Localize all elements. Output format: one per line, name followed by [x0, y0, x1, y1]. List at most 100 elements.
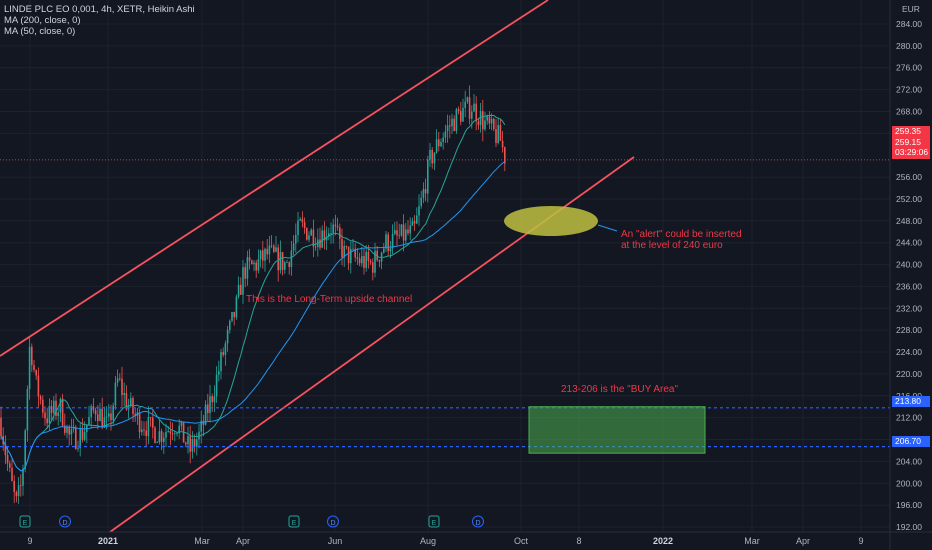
candle: [268, 235, 271, 264]
ma200-line: [0, 161, 506, 472]
candle-body: [130, 398, 132, 406]
candle-body: [460, 111, 462, 122]
candle: [501, 130, 504, 153]
earnings-marker-frame: [288, 515, 300, 528]
candle-body: [61, 398, 64, 426]
candle-body: [365, 251, 367, 268]
candle: [402, 214, 405, 252]
candle-body: [39, 396, 42, 400]
candle: [310, 228, 312, 236]
candle: [42, 395, 44, 418]
price-tick-label: 200.00: [896, 478, 922, 488]
price-tick-label: 240.00: [896, 260, 922, 270]
candle-body: [345, 245, 348, 247]
moving-averages: [0, 114, 506, 472]
candle: [275, 235, 277, 253]
dividend-marker-frame: [472, 515, 484, 528]
candle: [284, 260, 286, 274]
candle: [99, 402, 101, 422]
candle: [143, 421, 145, 436]
symbol-title[interactable]: LINDE PLC EO 0,001, 4h, XETR, Heikin Ash…: [4, 4, 195, 15]
candle: [53, 395, 55, 422]
candle-body: [455, 109, 458, 132]
candle-body: [176, 433, 178, 434]
candle-body: [13, 480, 15, 492]
candle-body: [178, 425, 180, 434]
candle: [114, 375, 117, 410]
candle-body: [64, 425, 66, 433]
candle-body: [37, 375, 40, 397]
candle: [350, 241, 352, 274]
candles: [0, 85, 506, 504]
candle: [171, 422, 174, 441]
candle: [222, 347, 224, 358]
candle-body: [277, 247, 279, 271]
candle-body: [495, 129, 497, 143]
candle: [292, 235, 295, 256]
candle: [246, 250, 249, 286]
candle-body: [431, 149, 433, 164]
candle-body: [407, 229, 409, 234]
candle: [416, 207, 418, 225]
candle-body: [110, 413, 112, 421]
candle: [334, 214, 337, 236]
candle: [229, 319, 231, 334]
candle-body: [387, 234, 389, 252]
candle-body: [468, 97, 471, 119]
candle-body: [486, 116, 488, 121]
dividend-marker: D: [327, 515, 339, 528]
candle-body: [158, 431, 161, 443]
candle-body: [358, 258, 361, 264]
candle: [211, 393, 213, 412]
candle: [145, 421, 147, 446]
candle: [471, 105, 473, 129]
candle-body: [363, 256, 365, 268]
ma50-legend[interactable]: MA (50, close, 0): [4, 26, 76, 37]
candle: [215, 366, 218, 403]
candle: [176, 432, 178, 437]
candle: [123, 382, 125, 406]
candle-body: [396, 230, 398, 236]
candle-body: [255, 262, 257, 271]
candle-body: [180, 421, 183, 426]
candle-body: [132, 398, 134, 415]
candle: [422, 182, 425, 204]
candle: [50, 399, 53, 422]
candle-body: [292, 243, 295, 251]
candle-body: [123, 393, 125, 395]
candle: [468, 85, 471, 125]
candle: [464, 90, 466, 118]
candle-body: [20, 485, 22, 487]
candle-body: [165, 431, 167, 438]
candle-body: [185, 442, 187, 445]
candle-body: [462, 107, 464, 122]
candle-body: [479, 111, 482, 125]
time-tick-label: Oct: [514, 536, 529, 546]
candle: [37, 367, 40, 408]
ma200-legend[interactable]: MA (200, close, 0): [4, 15, 81, 26]
candle-body: [323, 230, 326, 241]
alert-connector: [597, 224, 618, 232]
candle-body: [44, 412, 46, 419]
candle: [420, 190, 422, 209]
candle: [20, 474, 22, 497]
candle-body: [125, 393, 128, 410]
candle-body: [169, 430, 172, 434]
candle-body: [6, 455, 9, 464]
candle-body: [306, 227, 308, 240]
candle: [418, 194, 420, 226]
candle: [75, 424, 77, 450]
candle: [440, 138, 442, 148]
price-tick-label: 204.00: [896, 456, 922, 466]
candle: [251, 259, 253, 265]
candle-body: [295, 234, 297, 244]
candle: [442, 132, 444, 150]
candle: [332, 218, 334, 244]
candle-body: [405, 229, 407, 241]
candle-body: [218, 371, 220, 375]
candle-body: [367, 251, 370, 261]
candle: [277, 244, 279, 282]
candle-body: [66, 426, 68, 433]
